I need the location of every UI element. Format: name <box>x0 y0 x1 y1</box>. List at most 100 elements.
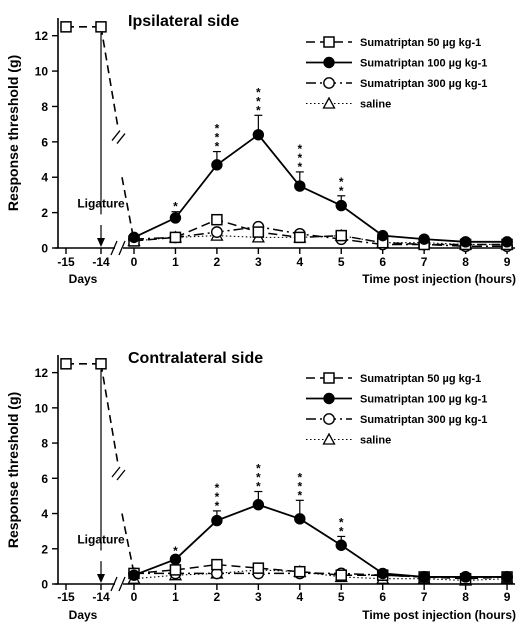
legend-marker <box>323 36 335 48</box>
significance-star: * <box>256 462 261 476</box>
x-tick-label: 6 <box>379 590 386 604</box>
y-tick-label: 10 <box>35 65 49 79</box>
baseline-drop-line <box>100 26 119 128</box>
y-tick-label: 0 <box>41 578 48 592</box>
legend-label: Sumatriptan 100 µg kg-1 <box>360 58 487 70</box>
data-point <box>128 231 140 244</box>
x-tick-label: -15 <box>57 255 75 269</box>
data-point <box>335 539 347 551</box>
data-point <box>459 236 472 248</box>
y-tick-label: 12 <box>35 29 49 43</box>
significance-star: * <box>215 490 220 504</box>
x-tick-label: 7 <box>421 590 428 604</box>
x-tick-label: 4 <box>296 590 303 604</box>
x-tick-label: 0 <box>131 590 138 604</box>
legend-label: Sumatriptan 50 µg kg-1 <box>360 37 481 49</box>
data-point <box>211 558 223 571</box>
significance-star: * <box>297 479 302 493</box>
significance-star: * <box>297 142 302 156</box>
series-line-3 <box>133 569 508 582</box>
baseline-marker <box>95 21 107 33</box>
data-point <box>418 571 430 583</box>
x-tick-label: -14 <box>92 590 110 604</box>
axis-break-mark <box>110 240 118 256</box>
data-point <box>418 233 430 245</box>
chart-title: Ipsilateral side <box>128 13 239 30</box>
baseline-drop-line <box>121 177 135 242</box>
significance-star: * <box>339 175 344 189</box>
significance-star: * <box>256 471 261 485</box>
significance-star: * <box>215 140 220 154</box>
legend-marker <box>323 372 335 384</box>
x-tick-label: 1 <box>172 255 179 269</box>
x-tick-label: 3 <box>255 255 262 269</box>
significance-star: * <box>297 488 302 502</box>
legend-marker <box>323 413 335 425</box>
legend: Sumatriptan 50 µg kg-1 Sumatriptan 100 µg… <box>306 36 487 111</box>
y-tick-label: 6 <box>41 135 48 149</box>
legend-marker <box>323 56 335 69</box>
significance-star: * <box>215 499 220 513</box>
ligature-arrow-head <box>97 238 105 247</box>
baseline-drop-line <box>121 513 135 574</box>
data-point <box>211 159 223 171</box>
data-point <box>501 571 513 583</box>
baseline-marker <box>60 358 72 370</box>
x-tick-label: -15 <box>57 590 75 604</box>
y-axis-label: Response threshold (g) <box>5 392 21 548</box>
data-point <box>252 499 265 511</box>
legend-label: Sumatriptan 50 µg kg-1 <box>360 373 481 385</box>
significance-star: * <box>256 94 261 108</box>
data-point <box>294 180 306 192</box>
data-point <box>169 212 182 224</box>
data-point <box>335 229 347 242</box>
data-point <box>335 199 347 212</box>
significance-star: * <box>297 151 302 165</box>
series-line-2 <box>133 226 508 247</box>
baseline-marker <box>60 21 72 33</box>
baseline-drop-line <box>100 363 119 465</box>
y-tick-label: 8 <box>41 100 48 114</box>
x-tick-label: 0 <box>131 255 138 269</box>
baseline-marker <box>95 358 107 370</box>
legend-label: Sumatriptan 100 µg kg-1 <box>360 394 487 406</box>
data-point <box>294 513 306 525</box>
series-line-0 <box>133 218 508 246</box>
y-tick-label: 6 <box>41 472 48 486</box>
x-tick-label: 7 <box>421 255 428 269</box>
axis-break-mark <box>110 576 118 592</box>
y-tick-label: 4 <box>41 507 48 521</box>
legend-label: saline <box>360 435 391 447</box>
y-tick-label: 2 <box>41 206 48 220</box>
significance-star: * <box>215 131 220 145</box>
legend-label: Sumatriptan 300 µg kg-1 <box>360 414 487 426</box>
y-tick-label: 0 <box>41 242 48 256</box>
line-break-mark <box>116 469 126 481</box>
significance-star: * <box>297 160 302 174</box>
data-point <box>501 236 513 248</box>
legend-label: saline <box>360 99 391 111</box>
significance-star: * <box>256 480 261 494</box>
chart-title: Contralateral side <box>128 350 263 367</box>
data-point <box>252 129 265 141</box>
axis-break-mark <box>118 576 126 592</box>
x-axis-days-label: Days <box>69 272 98 286</box>
axis-break-mark <box>118 240 126 256</box>
x-tick-label: 9 <box>504 590 511 604</box>
data-point <box>211 213 223 226</box>
y-tick-label: 10 <box>35 401 49 415</box>
data-point <box>252 562 265 574</box>
significance-star: * <box>339 184 344 198</box>
x-tick-label: 5 <box>338 255 345 269</box>
x-tick-label: -14 <box>92 255 110 269</box>
legend-marker <box>323 392 335 405</box>
x-tick-label: 9 <box>504 255 511 269</box>
series-line-1 <box>133 133 508 243</box>
y-axis-label: Response threshold (g) <box>5 55 21 211</box>
y-tick-label: 2 <box>41 542 48 556</box>
line-break-mark <box>111 130 121 141</box>
data-point <box>459 571 472 583</box>
x-tick-label: 8 <box>462 590 469 604</box>
data-point <box>294 231 306 244</box>
